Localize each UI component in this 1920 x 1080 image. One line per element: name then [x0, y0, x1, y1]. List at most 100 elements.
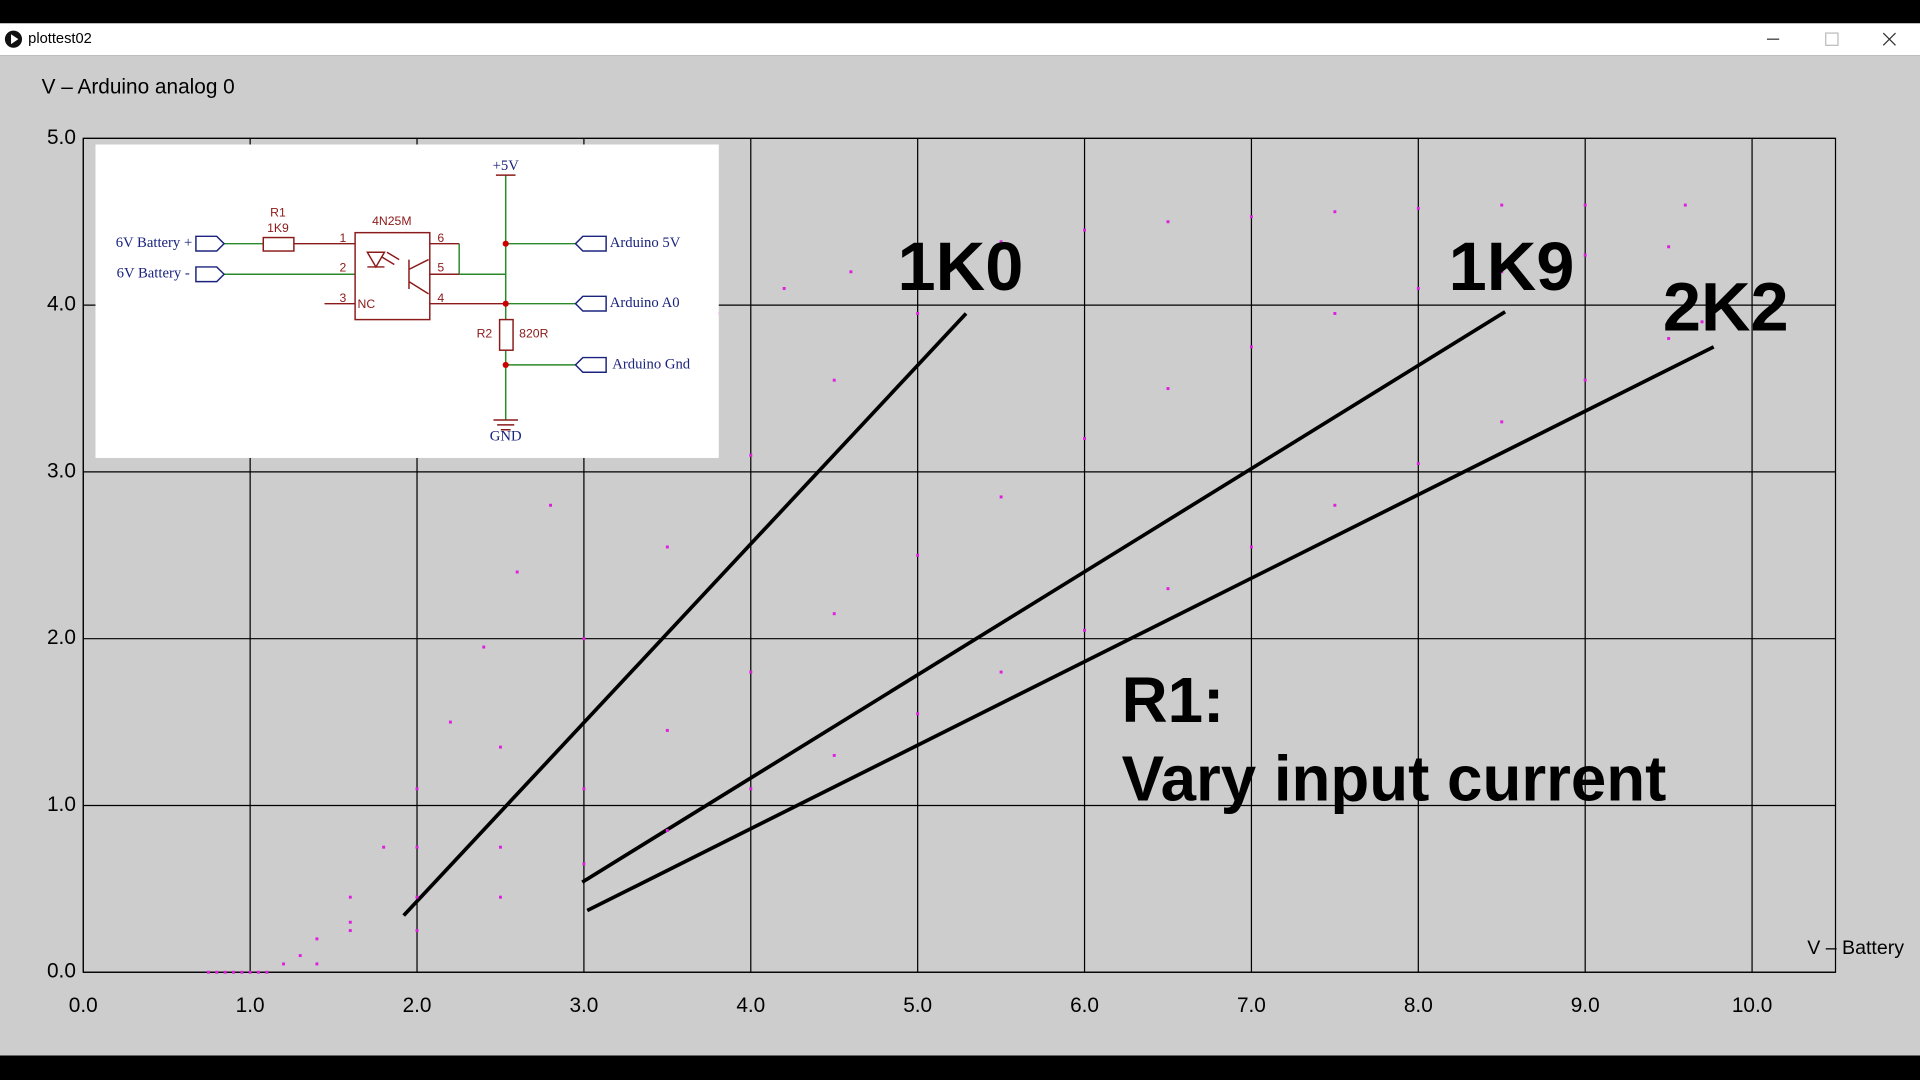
y-tick-label: 3.0 — [47, 459, 76, 482]
data-point — [1583, 203, 1587, 207]
data-point — [482, 645, 486, 649]
data-point — [1583, 253, 1587, 257]
schematic-label: Arduino 5V — [610, 235, 681, 251]
data-point — [282, 962, 285, 966]
data-point — [240, 970, 244, 974]
data-point — [582, 787, 586, 791]
data-point — [849, 270, 853, 274]
app-icon-play — [11, 34, 19, 45]
x-axis-title: V – Battery — [1807, 937, 1904, 959]
wires — [195, 174, 607, 431]
data-point — [315, 962, 319, 966]
data-point — [215, 970, 219, 974]
data-point — [832, 753, 836, 757]
x-tick-label: 5.0 — [903, 994, 932, 1017]
x-tick-label: 4.0 — [736, 994, 765, 1017]
data-point — [999, 240, 1003, 244]
series-label: 2K2 — [1663, 268, 1789, 345]
schematic-label: 6 — [437, 231, 444, 245]
fit-line — [586, 345, 1715, 913]
schematic-label: Arduino Gnd — [612, 356, 691, 372]
data-point — [1416, 206, 1420, 210]
data-point — [1333, 312, 1337, 315]
data-point — [749, 453, 753, 457]
x-tick-label: 1.0 — [236, 994, 265, 1017]
schematic-label: R2 — [477, 327, 493, 341]
maximize-button[interactable] — [1825, 32, 1839, 46]
schematic-label: 6V Battery - — [117, 266, 190, 282]
x-tick-label: 2.0 — [403, 994, 432, 1017]
window-title: plottest02 — [28, 31, 92, 47]
junction — [502, 300, 509, 307]
chart: 0.0 1.0 2.0 3.0 4.0 5.0 6.0 7.0 8.0 9.0 10.0 0.0 1.0… — [42, 76, 1905, 1017]
resistor-r1 — [262, 236, 295, 252]
data-point — [348, 920, 352, 924]
close-button[interactable] — [1882, 32, 1896, 46]
fit-line — [581, 310, 1507, 884]
data-point — [999, 286, 1003, 290]
schematic-label: 820R — [519, 327, 548, 341]
schematic-label: 3 — [339, 291, 346, 305]
schematic-label: 1 — [339, 231, 346, 245]
data-point — [498, 745, 502, 749]
data-point — [916, 553, 920, 557]
data-point — [415, 929, 419, 933]
data-point — [1083, 228, 1087, 232]
data-point — [1249, 215, 1253, 219]
fit-line — [402, 312, 968, 917]
data-point — [665, 728, 669, 732]
data-point — [1166, 220, 1170, 224]
schematic-label: 5 — [437, 260, 444, 274]
data-point — [515, 570, 519, 574]
data-point — [1683, 203, 1687, 207]
data-point — [582, 862, 586, 866]
data-point — [248, 970, 252, 974]
data-point — [1416, 462, 1420, 466]
schematic: R1 1K9 4N25M 6V Battery + 6V Battery - +5V Ard… — [95, 144, 719, 458]
data-point — [832, 612, 836, 616]
lead — [293, 174, 518, 431]
x-tick-label: 3.0 — [569, 994, 598, 1017]
schematic-label: NC — [358, 297, 376, 311]
data-point — [1500, 270, 1504, 274]
data-point — [1083, 628, 1087, 632]
x-tick-label: 7.0 — [1237, 994, 1266, 1017]
port — [195, 235, 607, 373]
data-point — [999, 495, 1003, 499]
data-point — [665, 829, 669, 832]
data-point — [415, 845, 419, 849]
data-point — [1166, 387, 1170, 390]
junction — [502, 361, 509, 368]
annotation: R1: — [1122, 665, 1225, 736]
x-tick-label: 9.0 — [1571, 994, 1600, 1017]
data-point — [223, 970, 227, 974]
data-point — [749, 670, 753, 674]
series-label: 1K0 — [898, 228, 1024, 305]
schematic-label: 2 — [339, 260, 346, 274]
data-point — [498, 895, 502, 899]
data-point — [549, 503, 552, 507]
annotation: Vary input current — [1122, 743, 1667, 814]
y-tick-label: 0.0 — [47, 960, 76, 983]
data-point — [348, 895, 352, 899]
y-tick-label: 2.0 — [47, 626, 76, 649]
data-point — [1166, 587, 1170, 591]
data-point — [348, 929, 352, 933]
data-point — [582, 637, 586, 641]
data-point — [298, 954, 302, 958]
schematic-label: 1K9 — [267, 221, 289, 235]
wire — [224, 175, 576, 420]
data-point — [749, 787, 753, 791]
resistor-r2 — [498, 318, 514, 351]
schematic-label: GND — [490, 429, 522, 445]
x-tick-label: 8.0 — [1404, 994, 1433, 1017]
data-point — [415, 895, 419, 899]
data-point — [916, 312, 920, 315]
data-point — [665, 545, 669, 549]
title-bar — [0, 23, 1920, 56]
data-point — [1083, 437, 1087, 441]
data-point — [916, 712, 920, 716]
data-point — [1667, 245, 1671, 249]
